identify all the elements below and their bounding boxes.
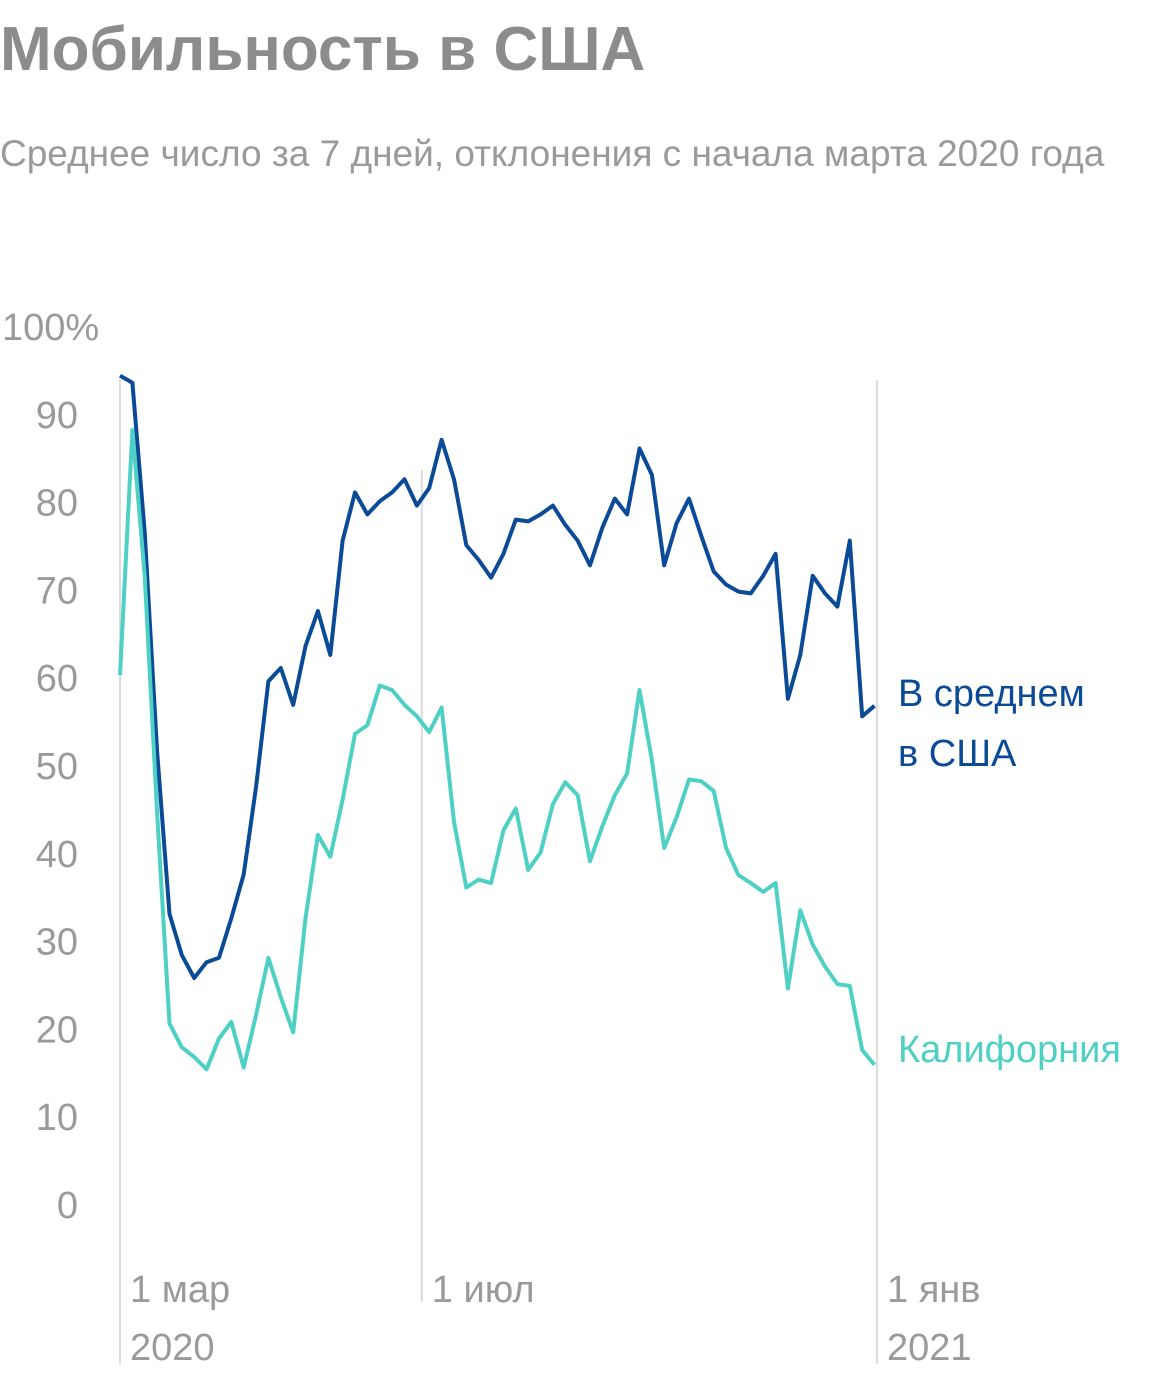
y-tick-label: 90 [36,395,78,437]
legend-label: Калифорния [898,1029,1121,1071]
x-year-label: 2021 [887,1327,972,1369]
series-line [119,373,876,980]
series-line [118,428,877,1072]
y-tick-label: 10 [36,1097,78,1139]
chart-subtitle: Среднее число за 7 дней, отклонения с на… [0,133,1105,174]
y-tick-label: 0 [57,1185,78,1227]
y-tick-label: 40 [36,834,78,876]
legend-label: В среднем в США [898,673,1085,775]
y-tick-label: 60 [36,658,78,700]
y-tick-label: 50 [36,746,78,788]
x-tick-label: 1 мар [130,1269,230,1311]
x-tick-label: 1 июл [432,1269,535,1311]
y-tick-label: 20 [36,1009,78,1051]
chart-title: Мобильность в США [0,15,646,84]
y-tick-label: 100% [2,307,99,349]
x-tick-label: 1 янв [887,1269,980,1311]
y-tick-label: 30 [36,922,78,964]
x-year-label: 2020 [130,1327,215,1369]
y-tick-label: 80 [36,483,78,525]
y-tick-label: 70 [36,570,78,612]
